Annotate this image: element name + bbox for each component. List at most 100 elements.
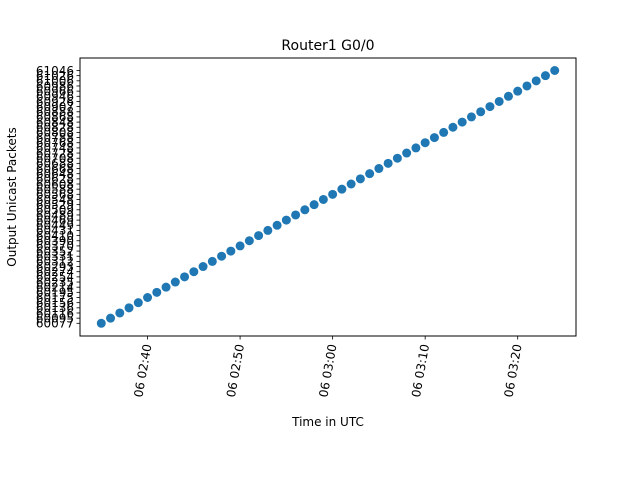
data-point: [161, 282, 171, 292]
data-point: [254, 231, 264, 241]
data-point: [420, 138, 430, 148]
data-point: [318, 194, 328, 204]
y-tick-label: 60946: [36, 90, 74, 104]
y-tick-label: 60370: [36, 239, 74, 253]
y-tick-label: 60688: [36, 157, 74, 171]
data-point: [263, 225, 273, 235]
data-point: [485, 102, 495, 112]
data-point: [513, 86, 523, 96]
y-axis: 6007760095601166013660156601756019560214…: [36, 64, 80, 331]
y-tick-label: 60808: [36, 126, 74, 140]
y-tick-label: 60312: [36, 255, 74, 269]
data-point: [522, 81, 532, 91]
y-tick-label: 60274: [36, 265, 74, 279]
y-tick-label: 60410: [36, 229, 74, 243]
data-point: [152, 287, 162, 297]
y-tick-label: 60868: [36, 110, 74, 124]
y-tick-label: 60728: [36, 146, 74, 160]
y-axis-label: Output Unicast Packets: [5, 127, 19, 266]
data-point: [466, 112, 476, 122]
y-tick-label: 60489: [36, 208, 74, 222]
data-point: [392, 153, 402, 163]
y-tick-label: 60156: [36, 296, 74, 310]
data-point: [429, 133, 439, 143]
y-tick-label: 60431: [36, 224, 74, 238]
y-tick-label: 60588: [36, 182, 74, 196]
data-point: [540, 71, 550, 81]
data-point: [411, 143, 421, 153]
data-point: [226, 246, 236, 256]
data-point: [309, 200, 319, 210]
data-point: [346, 179, 356, 189]
data-point: [272, 220, 282, 230]
x-axis-label: Time in UTC: [291, 415, 364, 429]
y-tick-label: 60788: [36, 131, 74, 145]
y-tick-label: 60390: [36, 234, 74, 248]
chart-title: Router1 G0/0: [281, 38, 374, 54]
data-point: [217, 251, 227, 261]
plot-marks: [96, 66, 560, 328]
y-tick-label: 60568: [36, 188, 74, 202]
y-tick-label: 60768: [36, 136, 74, 150]
data-point: [337, 184, 347, 194]
y-tick-label: 60986: [36, 79, 74, 93]
y-tick-label: 60708: [36, 152, 74, 166]
data-point: [355, 174, 365, 184]
data-point: [115, 308, 125, 318]
y-tick-label: 60175: [36, 291, 74, 305]
data-point: [439, 127, 449, 137]
data-point: [291, 210, 301, 220]
data-point: [244, 236, 254, 246]
y-tick-label: 60195: [36, 286, 74, 300]
data-point: [402, 148, 412, 158]
y-tick-label: 60469: [36, 213, 74, 227]
y-tick-label: 60668: [36, 162, 74, 176]
y-tick-label: 60449: [36, 219, 74, 233]
y-tick-label: 60966: [36, 84, 74, 98]
y-tick-label: 60331: [36, 250, 74, 264]
data-point: [281, 215, 291, 225]
data-point: [328, 189, 338, 199]
y-tick-label: 60628: [36, 172, 74, 186]
y-tick-label: 60136: [36, 301, 74, 315]
y-tick-label: 61046: [36, 64, 74, 78]
y-tick-label: 60648: [36, 167, 74, 181]
y-tick-label: 60235: [36, 275, 74, 289]
y-tick-label: 60293: [36, 260, 74, 274]
y-tick-label: 60748: [36, 141, 74, 155]
y-tick-label: 60907: [36, 100, 74, 114]
data-point: [235, 241, 245, 251]
data-point: [300, 205, 310, 215]
data-point: [550, 66, 560, 75]
data-point: [180, 272, 190, 282]
y-tick-label: 60828: [36, 121, 74, 135]
data-point: [365, 169, 375, 179]
data-point: [133, 298, 143, 308]
y-tick-label: 60608: [36, 177, 74, 191]
y-tick-label: 60214: [36, 280, 74, 294]
data-point: [207, 256, 217, 266]
data-point: [457, 117, 467, 127]
data-point: [476, 107, 486, 117]
data-point: [143, 293, 153, 303]
y-tick-label: 60116: [36, 306, 74, 320]
y-tick-label: 60352: [36, 244, 74, 258]
plot-area-frame: [79, 57, 577, 337]
y-tick-label: 60548: [36, 193, 74, 207]
data-point: [96, 318, 106, 328]
data-point: [170, 277, 180, 287]
data-point: [448, 122, 458, 132]
data-point: [503, 91, 513, 101]
data-point: [124, 303, 134, 313]
data-point: [198, 262, 208, 272]
data-point: [106, 313, 116, 323]
data-point: [374, 164, 384, 174]
y-tick-label: 60077: [36, 317, 74, 331]
y-tick-label: 60529: [36, 198, 74, 212]
data-point: [383, 158, 393, 168]
data-point: [189, 267, 199, 277]
y-tick-label: 60509: [36, 203, 74, 217]
data-point: [494, 96, 504, 106]
y-tick-label: 61026: [36, 69, 74, 83]
y-tick-label: 60848: [36, 115, 74, 129]
